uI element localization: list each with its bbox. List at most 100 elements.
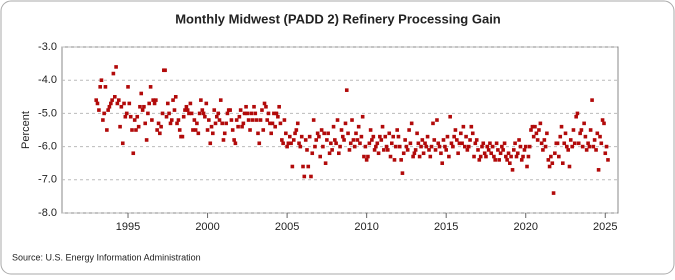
data-point: [330, 148, 334, 152]
data-point: [340, 134, 345, 139]
data-point: [427, 148, 431, 152]
data-point: [370, 138, 374, 142]
data-point: [453, 128, 458, 132]
data-point: [128, 114, 133, 119]
data-point: [486, 148, 491, 152]
data-point: [489, 151, 494, 156]
data-point: [435, 118, 439, 122]
x-tick-label: 1995: [116, 221, 140, 233]
data-point: [572, 141, 577, 146]
data-point: [101, 118, 105, 122]
data-point: [124, 111, 129, 116]
data-point: [118, 124, 122, 129]
data-point: [326, 131, 330, 136]
data-point: [252, 104, 256, 109]
data-point: [412, 151, 417, 156]
data-point: [355, 138, 360, 142]
data-point: [115, 101, 120, 106]
data-point: [523, 144, 528, 149]
data-point: [413, 148, 418, 152]
data-point: [295, 121, 300, 126]
data-point: [371, 134, 376, 139]
data-point: [156, 121, 161, 126]
data-point: [399, 158, 403, 162]
data-point: [580, 144, 585, 149]
data-point: [325, 138, 329, 142]
data-point: [549, 154, 553, 159]
y-tick-label: -4.0: [38, 74, 57, 86]
data-point: [181, 114, 186, 119]
data-point: [470, 131, 475, 136]
data-point: [318, 154, 322, 159]
data-point: [382, 148, 386, 152]
data-point: [583, 134, 588, 139]
data-point: [150, 118, 154, 122]
data-point: [195, 121, 199, 126]
data-point: [515, 151, 520, 156]
data-point: [109, 101, 113, 106]
data-point: [278, 121, 283, 126]
data-point: [309, 174, 313, 179]
data-point: [469, 124, 474, 129]
data-point: [347, 148, 352, 152]
data-point: [432, 138, 437, 142]
data-point: [331, 124, 336, 129]
data-point: [201, 111, 206, 116]
data-point: [234, 118, 239, 122]
data-point: [209, 124, 214, 129]
data-point: [346, 131, 350, 136]
data-point: [497, 158, 501, 162]
data-point: [140, 108, 145, 112]
data-point: [310, 151, 315, 156]
data-point: [476, 148, 480, 152]
data-point: [258, 118, 263, 122]
data-point: [211, 131, 215, 136]
x-tick-label: 2005: [275, 221, 299, 233]
data-point: [386, 148, 390, 152]
data-point: [213, 121, 218, 126]
data-point: [123, 114, 128, 119]
data-point: [409, 121, 414, 126]
data-point: [537, 128, 541, 132]
data-point: [364, 158, 369, 162]
data-point: [596, 168, 601, 172]
data-point: [241, 121, 246, 126]
data-point: [420, 138, 425, 142]
data-point: [184, 104, 189, 109]
data-point: [214, 114, 219, 119]
data-point: [158, 131, 162, 136]
data-point: [457, 141, 462, 146]
data-point: [374, 144, 378, 149]
data-point: [306, 164, 311, 169]
data-point: [600, 118, 605, 122]
data-point: [148, 85, 153, 89]
data-point: [574, 114, 578, 119]
data-point: [238, 108, 243, 112]
data-point: [460, 141, 464, 146]
data-point: [598, 134, 602, 139]
data-point: [563, 131, 568, 136]
data-point: [441, 138, 446, 142]
data-point: [284, 131, 288, 136]
data-point: [172, 108, 177, 112]
data-point: [437, 144, 442, 149]
data-point: [481, 141, 486, 146]
data-point: [131, 151, 136, 156]
data-point: [496, 148, 500, 152]
data-point: [519, 158, 524, 162]
data-point: [313, 144, 317, 149]
data-point: [220, 121, 224, 126]
y-axis-label: Percent: [20, 111, 32, 149]
data-point: [135, 114, 140, 119]
data-point: [288, 134, 292, 139]
data-point: [433, 148, 438, 152]
data-point: [604, 144, 609, 149]
data-point: [411, 154, 415, 159]
data-point: [484, 154, 488, 159]
data-point: [482, 151, 487, 156]
data-point: [237, 114, 242, 119]
data-point: [218, 98, 223, 102]
data-point: [143, 121, 148, 126]
data-point: [106, 108, 110, 112]
